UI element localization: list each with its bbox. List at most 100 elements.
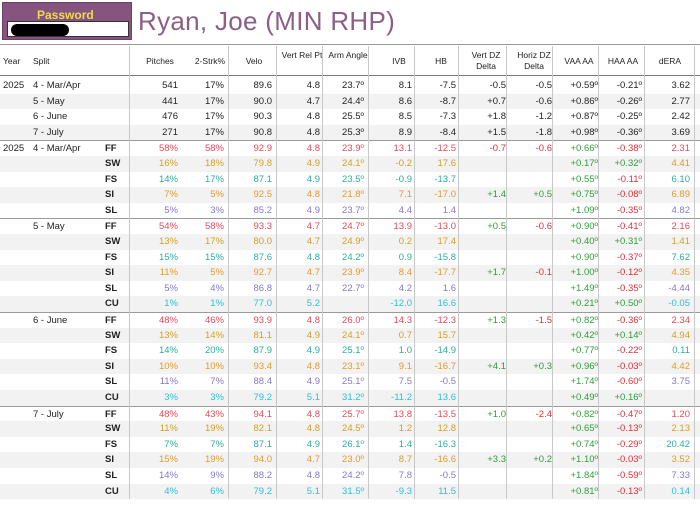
cell-velo: 81.1 (253, 329, 273, 341)
cell-vdz: +1.5 (487, 126, 506, 138)
cell-arm: 21.8º (342, 189, 364, 201)
cell-hb: -16.3 (434, 438, 456, 450)
cell-ivb: 8.4 (398, 267, 412, 279)
cell-vrel: 4.9 (306, 204, 320, 216)
pitch-row-si[interactable]: SI 7% 5% 92.5 4.8 21.8º 7.1 -17.0 +1.4 +0.5 +0.75º… (0, 187, 700, 203)
cell-hb: 17.4 (437, 236, 457, 247)
column-header-arm-angle[interactable]: Arm Angle (328, 50, 368, 60)
cell-velo: 85.2 (253, 204, 273, 216)
pitch-row-cu[interactable]: CU 3% 3% 79.2 5.1 31.2º -11.2 13.6 +0.49º +0.16º (0, 390, 700, 406)
cell-type: CU (105, 298, 119, 310)
cell-strk: 20% (204, 345, 224, 357)
pitch-row-sl[interactable]: SL 11% 7% 88.4 4.9 25.1º 7.5 -0.5 +1.74º -0.60º 3.… (0, 374, 700, 390)
cell-strk: 15% (204, 251, 224, 263)
pitch-row-ff[interactable]: 7 - July FF 48% 43% 94.1 4.8 25.7º 13.8 -13.5 +1.… (0, 405, 700, 422)
pitch-row-sl[interactable]: SL 5% 4% 86.8 4.7 22.7º 4.2 1.6 +1.49º -0.35º -4.4… (0, 281, 700, 297)
password-field[interactable] (7, 21, 129, 37)
pitch-row-sw[interactable]: SW 11% 19% 82.1 4.8 24.5º 1.2 12.8 +0.65º -0.13º 2… (0, 421, 700, 437)
monthly-row[interactable]: 5 - May 441 17% 90.0 4.7 24.4º 8.6 -8.7 +0.7 -0.6… (0, 93, 700, 110)
cell-vdz: -0.7 (489, 143, 506, 155)
cell-vaa: +0.17º (570, 158, 598, 169)
pitch-row-ff[interactable]: 6 - June FF 48% 46% 93.9 4.8 26.0º 14.3 -12.3 +1.… (0, 312, 700, 328)
cell-haa: -0.47º (616, 408, 642, 420)
monthly-row[interactable]: 6 - June 476 17% 90.3 4.8 25.5º 8.5 -7.3 +1.8 -1.… (0, 109, 700, 125)
column-header-hb[interactable]: HB (435, 56, 447, 66)
pitch-row-sw[interactable]: SW 13% 14% 81.1 4.9 24.1º 0.7 15.7 +0.42º +0.14º 4… (0, 327, 700, 344)
pitch-row-sl[interactable]: SL 14% 9% 88.2 4.8 24.2º 7.8 -0.5 +1.84º -0.59º 7.… (0, 468, 700, 484)
pitch-row-fs[interactable]: FS 14% 17% 87.1 4.9 23.5º -0.9 -13.7 +0.55º -0.11… (0, 172, 700, 188)
cell-pitches: 11% (159, 267, 178, 279)
column-header-vert-dz-delta[interactable]: Vert DZ Delta (471, 50, 501, 71)
cell-ivb: 0.2 (398, 236, 412, 247)
cell-ivb: 13.9 (393, 221, 413, 233)
cell-ivb: -9.3 (395, 485, 412, 497)
cell-type: SW (105, 423, 121, 435)
pitch-row-sl[interactable]: SL 5% 3% 85.2 4.9 23.7º 4.4 1.4 +1.09º -0.35º 4.82 (0, 203, 700, 219)
cell-haa: +0.32º (614, 158, 642, 169)
cell-hb: -12.5 (434, 143, 456, 155)
column-header-dera[interactable]: dERA (658, 56, 682, 66)
pitch-row-ff[interactable]: 2025 4 - Mar/Apr FF 58% 58% 92.9 4.8 23.9º 13.1 -… (0, 140, 700, 156)
column-header-split[interactable]: Split (33, 56, 50, 66)
column-header-ivb[interactable]: IVB (392, 56, 406, 66)
cell-strk: 58% (204, 143, 224, 155)
pitch-row-si[interactable]: SI 10% 10% 93.4 4.8 23.1º 9.1 -16.7 +4.1 +0.3 +0.9… (0, 358, 700, 375)
cell-arm: 31.2º (342, 392, 364, 403)
cell-vaa: +1.49º (570, 282, 598, 294)
pitch-row-fs[interactable]: FS 15% 15% 87.6 4.8 24.2º 0.9 -15.8 +0.90º -0.37º… (0, 250, 700, 266)
cell-type: FS (105, 251, 118, 263)
cell-velo: 90.3 (253, 111, 273, 123)
pitch-row-cu[interactable]: CU 4% 6% 79.2 5.1 31.5º -9.3 11.5 +0.81º -0.13º 0.… (0, 483, 700, 500)
column-header-vaa-aa[interactable]: VAA AA (564, 56, 594, 66)
cell-ivb: 13.8 (393, 408, 413, 420)
cell-vaa: +1.74º (570, 376, 598, 388)
cell-strk: 43% (204, 408, 224, 420)
column-header-pitches[interactable]: Pitches (146, 56, 174, 66)
column-header-vert-rel-pt[interactable]: Vert Rel Pt (281, 50, 323, 60)
pitch-row-sw[interactable]: SW 13% 17% 80.0 4.7 24.9º 0.2 17.4 +0.40º +0.31º 1… (0, 234, 700, 250)
pitch-row-sw[interactable]: SW 16% 18% 79.8 4.9 24.1º -0.2 17.6 +0.17º +0.32º… (0, 156, 700, 172)
cell-hdz: -0.1 (535, 267, 552, 279)
pitch-row-cu[interactable]: CU 1% 1% 77.0 5.2 -12.0 16.6 +0.21º +0.50º -0.05 (0, 296, 700, 312)
cell-strk: 7% (210, 376, 224, 388)
cell-haa: -0.22º (616, 345, 642, 357)
cell-haa: -0.35º (616, 282, 642, 294)
column-divider (552, 46, 553, 500)
cell-velo: 79.8 (253, 158, 273, 169)
cell-strk: 14% (204, 329, 224, 341)
pitch-row-si[interactable]: SI 11% 5% 92.7 4.7 23.9º 8.4 -17.7 +1.7 -0.1 +1.00… (0, 265, 700, 281)
cell-arm: 23.7º (342, 80, 364, 91)
pitch-row-si[interactable]: SI 15% 19% 94.0 4.7 23.0º 8.7 -16.6 +3.3 +0.2 +1.1… (0, 452, 700, 468)
pitch-row-fs[interactable]: FS 14% 20% 87.9 4.9 25.1º 1.0 -14.9 +0.77º -0.22º… (0, 343, 700, 359)
cell-velo: 87.1 (253, 173, 273, 185)
monthly-row[interactable]: 7 - July 271 17% 90.8 4.8 25.3º 8.9 -8.4 +1.5 -1.… (0, 124, 700, 141)
cell-vrel: 4.9 (306, 438, 320, 450)
cell-vrel: 4.9 (306, 329, 320, 341)
cell-velo: 87.1 (253, 438, 273, 450)
cell-haa: -0.59º (616, 470, 642, 481)
column-header-haa-aa[interactable]: HAA AA (607, 56, 639, 66)
pitch-row-ff[interactable]: 5 - May FF 54% 58% 93.3 4.7 24.7º 13.9 -13.0 +0.5… (0, 218, 700, 234)
pitch-row-fs[interactable]: FS 7% 7% 87.1 4.9 26.1º 1.4 -16.3 +0.74º -0.29º 20… (0, 437, 700, 453)
column-header-year[interactable]: Year (3, 56, 21, 66)
cell-hdz: -0.5 (535, 80, 552, 91)
column-divider (644, 46, 645, 500)
cell-haa: -0.29º (616, 438, 642, 450)
cell-vrel: 4.7 (306, 236, 320, 247)
cell-pitches: 13% (158, 329, 178, 341)
cell-type: SI (105, 360, 114, 372)
column-header-2-strk-[interactable]: 2-Strk% (194, 56, 226, 66)
cell-hb: -0.5 (439, 470, 456, 481)
cell-split: 7 - July (33, 126, 64, 138)
cell-vaa: +0.77º (570, 345, 598, 357)
cell-arm: 25.1º (342, 345, 364, 357)
column-header-velo[interactable]: Velo (245, 56, 263, 66)
cell-velo: 82.1 (253, 423, 273, 435)
column-divider (506, 46, 507, 500)
column-header-horiz-dz-delta[interactable]: Horiz DZ Delta (517, 50, 551, 71)
cell-hb: -16.6 (434, 454, 456, 466)
cell-vrel: 4.9 (306, 158, 320, 169)
monthly-row[interactable]: 2025 4 - Mar/Apr 541 17% 89.6 4.8 23.7º 8.1 -7.5… (0, 78, 700, 94)
cell-dera: 1.41 (671, 236, 691, 247)
column-divider (598, 46, 599, 500)
